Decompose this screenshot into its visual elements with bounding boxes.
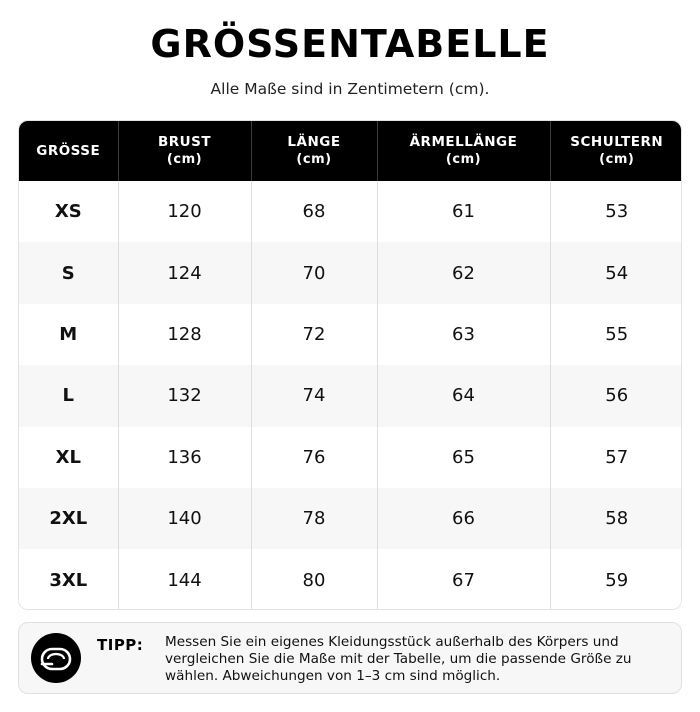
cell-shoulders: 55: [605, 323, 629, 345]
column-header-sleeve-length: ÄRMELLÄNGE (cm): [377, 121, 551, 181]
cell-shoulders: 59: [605, 569, 629, 591]
cell-size: XL: [19, 426, 119, 488]
table-row: L 132 74 64 56: [19, 365, 681, 427]
cell-size: 2XL: [19, 487, 119, 550]
cell-size: 3XL: [19, 549, 119, 609]
page-title: GRÖSSENTABELLE: [150, 22, 550, 66]
cell-length: 68: [251, 181, 378, 243]
cell-shoulders: 54: [605, 262, 629, 284]
cell-size: M: [19, 303, 119, 366]
cell-length: 78: [251, 487, 378, 550]
table-row: M 128 72 63 55: [19, 303, 681, 366]
table-row: S 124 70 62 54: [19, 242, 681, 304]
cell-length: 76: [251, 426, 378, 488]
cell-length: 72: [251, 303, 378, 366]
column-unit: (cm): [296, 152, 332, 167]
column-unit: (cm): [166, 152, 203, 167]
cell-sleeve-length: 61: [377, 181, 551, 243]
size-table-container: GRÖSSE BRUST (cm) LÄNGE (cm) ÄRMELLÄNGE (cm…: [18, 120, 682, 610]
tip-text: Messen Sie ein eigenes Kleidungsstück au…: [165, 634, 632, 684]
page-subtitle: Alle Maße sind in Zentimetern (cm).: [210, 80, 490, 98]
cell-size: L: [19, 365, 119, 427]
column-header-chest: BRUST (cm): [118, 121, 252, 181]
cell-chest: 144: [118, 549, 252, 609]
cell-sleeve-length: 63: [377, 303, 551, 366]
table-row: XL 136 76 65 57: [19, 426, 681, 488]
cell-sleeve-length: 66: [377, 487, 551, 550]
measuring-tape-icon: [31, 633, 81, 683]
cell-shoulders: 53: [605, 201, 629, 223]
column-header-shoulders: SCHULTERN (cm): [550, 121, 681, 181]
size-table: GRÖSSE BRUST (cm) LÄNGE (cm) ÄRMELLÄNGE (cm…: [19, 121, 681, 609]
cell-length: 74: [251, 365, 378, 427]
table-row: 3XL 144 80 67 59: [19, 549, 681, 609]
column-header-size: GRÖSSE: [19, 121, 119, 181]
cell-chest: 124: [118, 242, 252, 304]
cell-chest: 128: [118, 303, 252, 366]
cell-chest: 136: [118, 426, 252, 488]
table-row: 2XL 140 78 66 58: [19, 487, 681, 550]
cell-length: 80: [251, 549, 378, 609]
cell-sleeve-length: 67: [377, 549, 551, 609]
cell-size: S: [19, 242, 119, 304]
column-header-length: LÄNGE (cm): [251, 121, 378, 181]
column-unit: (cm): [599, 152, 635, 167]
cell-size: XS: [19, 181, 119, 243]
cell-chest: 140: [118, 487, 252, 550]
column-unit: (cm): [445, 152, 482, 167]
cell-chest: 132: [118, 365, 252, 427]
cell-sleeve-length: 64: [377, 365, 551, 427]
cell-shoulders: 58: [605, 508, 629, 530]
table-body: XS 120 68 61 53 S 124 70 62 54 M 128 72: [19, 181, 681, 609]
table-header-row: GRÖSSE BRUST (cm) LÄNGE (cm) ÄRMELLÄNGE (cm…: [19, 121, 681, 181]
table-row: XS 120 68 61 53: [19, 181, 681, 243]
cell-length: 70: [251, 242, 378, 304]
cell-sleeve-length: 62: [377, 242, 551, 304]
cell-sleeve-length: 65: [377, 426, 551, 488]
tip-label: TIPP:: [97, 636, 144, 654]
table-header: GRÖSSE BRUST (cm) LÄNGE (cm) ÄRMELLÄNGE (cm…: [19, 121, 681, 181]
cell-shoulders: 57: [605, 446, 629, 468]
cell-chest: 120: [118, 181, 252, 243]
tip-box: TIPP: Messen Sie ein eigenes Kleidungsst…: [18, 622, 682, 694]
cell-shoulders: 56: [605, 385, 629, 407]
